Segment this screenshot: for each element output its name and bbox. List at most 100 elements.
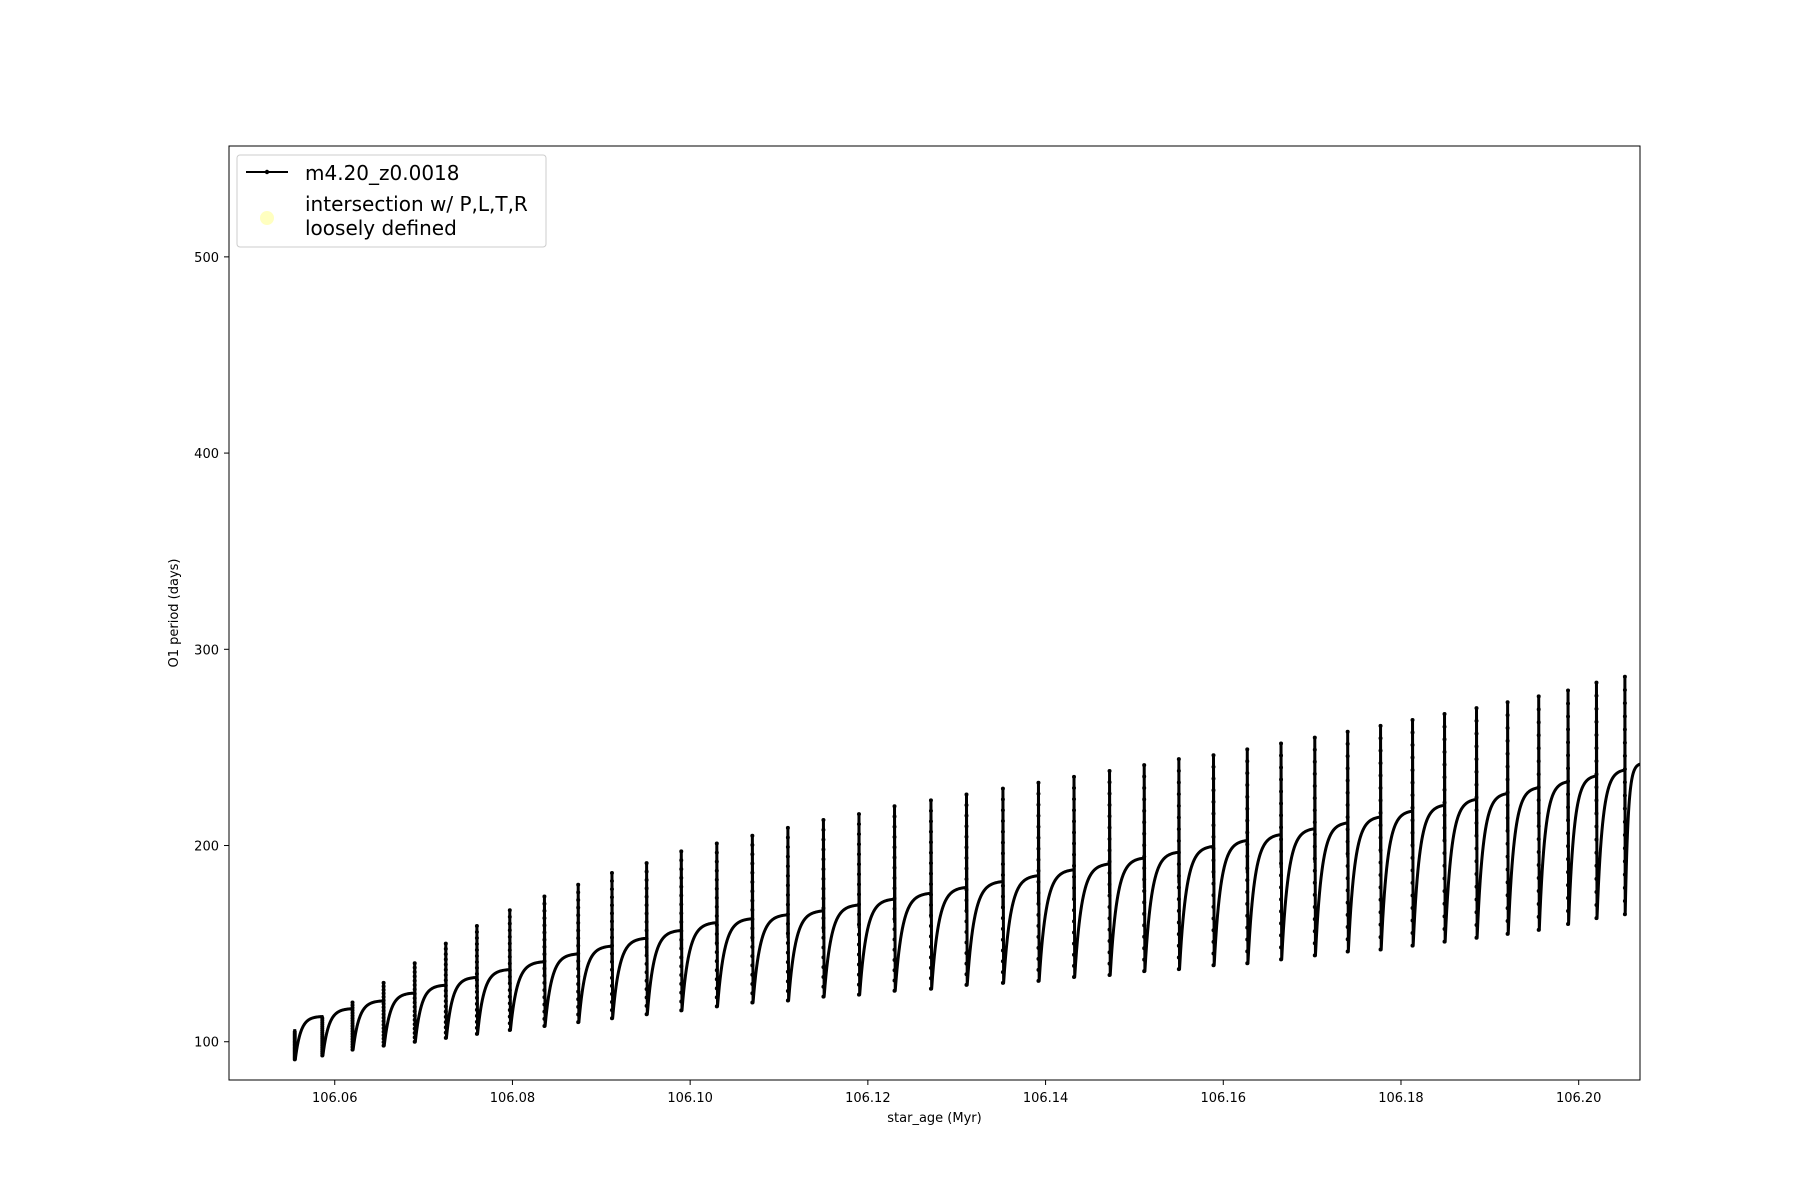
data-point bbox=[474, 983, 479, 988]
y-axis-ticks: 100 200 300 400 500 bbox=[194, 251, 229, 1051]
data-point bbox=[381, 991, 386, 996]
data-point bbox=[1622, 714, 1627, 719]
data-point bbox=[1176, 908, 1181, 913]
data-point bbox=[821, 886, 826, 891]
data-point bbox=[785, 854, 790, 859]
data-point bbox=[1378, 723, 1383, 728]
data-point bbox=[1410, 743, 1415, 748]
data-point bbox=[1036, 923, 1041, 928]
data-point bbox=[609, 951, 614, 956]
data-point bbox=[381, 994, 386, 999]
data-point bbox=[542, 980, 547, 985]
data-point bbox=[1442, 775, 1447, 780]
data-point bbox=[892, 845, 897, 850]
data-point bbox=[1000, 872, 1005, 877]
data-point bbox=[542, 995, 547, 1000]
data-point bbox=[892, 886, 897, 891]
data-point bbox=[1442, 901, 1447, 906]
data-point bbox=[1211, 823, 1216, 828]
data-point bbox=[1142, 877, 1147, 882]
data-point bbox=[1474, 820, 1479, 825]
data-point bbox=[644, 987, 649, 992]
data-point bbox=[1442, 914, 1447, 919]
data-point bbox=[1072, 930, 1077, 935]
data-point bbox=[644, 1003, 649, 1008]
data-point bbox=[1505, 738, 1510, 743]
data-point bbox=[856, 832, 861, 837]
data-point bbox=[1594, 706, 1599, 711]
data-point bbox=[714, 968, 719, 973]
data-point bbox=[1622, 859, 1627, 864]
data-point bbox=[1211, 951, 1216, 956]
data-point bbox=[542, 923, 547, 928]
data-point bbox=[679, 884, 684, 889]
data-point bbox=[1036, 879, 1041, 884]
data-point bbox=[679, 893, 684, 898]
data-point bbox=[1410, 943, 1415, 948]
data-point bbox=[542, 930, 547, 935]
data-point bbox=[714, 895, 719, 900]
data-point bbox=[1245, 759, 1250, 764]
data-point bbox=[1566, 818, 1571, 823]
data-point bbox=[1279, 957, 1284, 962]
data-point bbox=[1442, 712, 1447, 717]
data-point bbox=[1142, 831, 1147, 836]
data-point bbox=[576, 905, 581, 910]
data-point bbox=[928, 976, 933, 981]
data-point bbox=[1211, 764, 1216, 769]
legend-box bbox=[236, 154, 547, 248]
data-point bbox=[821, 925, 826, 930]
data-point bbox=[1176, 757, 1181, 762]
data-point bbox=[1312, 917, 1317, 922]
data-point bbox=[892, 855, 897, 860]
data-point bbox=[381, 1001, 386, 1006]
data-point bbox=[1107, 814, 1112, 819]
data-point bbox=[1622, 885, 1627, 890]
data-point bbox=[928, 819, 933, 824]
data-point bbox=[856, 882, 861, 887]
data-point bbox=[1345, 925, 1350, 930]
data-point bbox=[644, 894, 649, 899]
data-point bbox=[1345, 729, 1350, 734]
data-point bbox=[1142, 946, 1147, 951]
data-point bbox=[609, 1000, 614, 1005]
data-point bbox=[785, 864, 790, 869]
data-point bbox=[1072, 841, 1077, 846]
data-point bbox=[785, 979, 790, 984]
data-point bbox=[1279, 897, 1284, 902]
data-point bbox=[1036, 824, 1041, 829]
data-point bbox=[964, 866, 969, 871]
data-point bbox=[1410, 868, 1415, 873]
data-point bbox=[821, 847, 826, 852]
data-point bbox=[714, 877, 719, 882]
data-point bbox=[474, 965, 479, 970]
data-point bbox=[1176, 920, 1181, 925]
data-point bbox=[1505, 726, 1510, 731]
data-point bbox=[576, 1004, 581, 1009]
data-point bbox=[1312, 929, 1317, 934]
data-point bbox=[821, 965, 826, 970]
x-axis-label: star_age (Myr) bbox=[887, 1111, 981, 1126]
data-point bbox=[1505, 880, 1510, 885]
data-point bbox=[1211, 939, 1216, 944]
data-point bbox=[507, 1001, 512, 1006]
data-point bbox=[443, 967, 448, 972]
data-point bbox=[1036, 857, 1041, 862]
data-point bbox=[381, 1019, 386, 1024]
data-point bbox=[821, 916, 826, 921]
data-point bbox=[1279, 909, 1284, 914]
data-point bbox=[1279, 825, 1284, 830]
data-point bbox=[1312, 880, 1317, 885]
data-point bbox=[1072, 974, 1077, 979]
data-point bbox=[1036, 945, 1041, 950]
data-point bbox=[750, 861, 755, 866]
data-point bbox=[507, 928, 512, 933]
data-point bbox=[1312, 953, 1317, 958]
data-point bbox=[1345, 778, 1350, 783]
data-point bbox=[1594, 824, 1599, 829]
data-point bbox=[609, 959, 614, 964]
data-point bbox=[750, 907, 755, 912]
data-point bbox=[964, 908, 969, 913]
data-point bbox=[1072, 808, 1077, 813]
data-point bbox=[1505, 764, 1510, 769]
